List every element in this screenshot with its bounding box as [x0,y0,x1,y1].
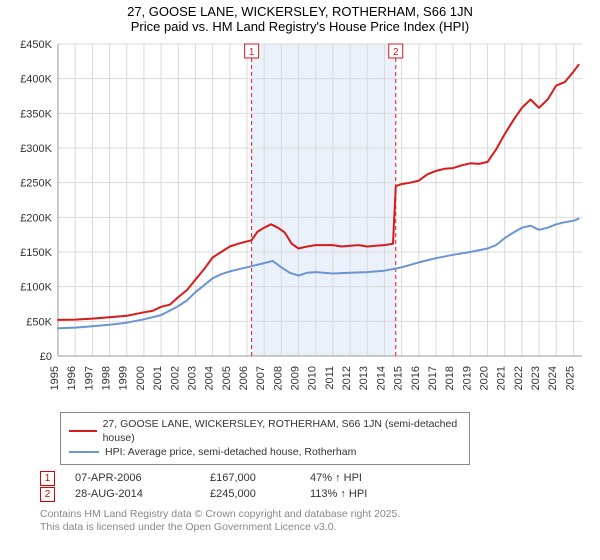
events-block: 1 07-APR-2006 £167,000 47% ↑ HPI 2 28-AU… [40,471,600,502]
legend-label-hpi: HPI: Average price, semi-detached house,… [105,445,356,459]
svg-text:£50K: £50K [26,316,52,328]
svg-text:2019: 2019 [461,366,473,390]
svg-text:£300K: £300K [20,143,52,155]
chart-svg: £0 £50K £100K £150K £200K £250K £300K £350K £400… [10,36,590,406]
footnote: Contains HM Land Registry data © Crown c… [40,508,600,535]
svg-text:£250K: £250K [20,178,52,190]
svg-text:1995: 1995 [49,366,61,390]
svg-text:2017: 2017 [427,366,439,390]
svg-text:2003: 2003 [186,366,198,390]
svg-text:2010: 2010 [307,366,319,390]
event-pct-2: 113% ↑ HPI [310,488,430,500]
svg-text:2008: 2008 [272,366,284,390]
svg-text:2023: 2023 [530,366,542,390]
legend-item-price: 27, GOOSE LANE, WICKERSLEY, ROTHERHAM, S… [69,417,461,445]
event-row-1: 1 07-APR-2006 £167,000 47% ↑ HPI [40,471,600,486]
svg-text:2006: 2006 [238,366,250,390]
event-pct-1: 47% ↑ HPI [310,472,430,484]
chart-title-line2: Price paid vs. HM Land Registry's House … [0,19,600,34]
event-marker-1: 1 [40,471,55,486]
event-marker-2: 2 [40,487,55,502]
event-date-1: 07-APR-2006 [75,472,210,484]
svg-text:2002: 2002 [169,366,181,390]
svg-text:2005: 2005 [221,366,233,390]
svg-text:2: 2 [393,47,399,58]
legend-item-hpi: HPI: Average price, semi-detached house,… [69,445,461,459]
svg-text:2020: 2020 [479,366,491,390]
chart-area: £0 £50K £100K £150K £200K £250K £300K £350K £400… [10,36,590,406]
legend-box: 27, GOOSE LANE, WICKERSLEY, ROTHERHAM, S… [60,412,470,465]
legend-swatch-price [69,430,97,432]
legend-swatch-hpi [69,451,99,453]
event-row-2: 2 28-AUG-2014 £245,000 113% ↑ HPI [40,487,600,502]
svg-text:1998: 1998 [101,366,113,390]
svg-text:£350K: £350K [20,108,52,120]
chart-title-block: 27, GOOSE LANE, WICKERSLEY, ROTHERHAM, S… [0,0,600,36]
svg-text:2021: 2021 [496,366,508,390]
svg-text:2009: 2009 [290,366,302,390]
footnote-line1: Contains HM Land Registry data © Crown c… [40,508,600,522]
svg-text:2024: 2024 [547,366,559,390]
svg-text:1999: 1999 [118,366,130,390]
svg-text:2001: 2001 [152,366,164,390]
event-price-1: £167,000 [210,472,310,484]
svg-text:£450K: £450K [20,39,52,51]
svg-text:2014: 2014 [375,366,387,390]
svg-text:£0: £0 [40,351,52,363]
svg-text:2025: 2025 [564,366,576,390]
svg-text:2000: 2000 [135,366,147,390]
svg-text:2022: 2022 [513,366,525,390]
svg-text:2013: 2013 [358,366,370,390]
svg-text:1997: 1997 [83,366,95,390]
legend-label-price: 27, GOOSE LANE, WICKERSLEY, ROTHERHAM, S… [103,417,461,445]
svg-text:£100K: £100K [20,282,52,294]
svg-text:2016: 2016 [410,366,422,390]
svg-text:2004: 2004 [204,366,216,390]
svg-text:2015: 2015 [393,366,405,390]
svg-text:1: 1 [249,47,255,58]
svg-text:2007: 2007 [255,366,267,390]
svg-text:1996: 1996 [66,366,78,390]
svg-text:£200K: £200K [20,212,52,224]
footnote-line2: This data is licensed under the Open Gov… [40,521,600,535]
event-price-2: £245,000 [210,488,310,500]
svg-text:2012: 2012 [341,366,353,390]
svg-text:£150K: £150K [20,247,52,259]
event-date-2: 28-AUG-2014 [75,488,210,500]
chart-title-line1: 27, GOOSE LANE, WICKERSLEY, ROTHERHAM, S… [0,4,600,19]
svg-text:2018: 2018 [444,366,456,390]
svg-text:£400K: £400K [20,74,52,86]
svg-text:2011: 2011 [324,366,336,390]
